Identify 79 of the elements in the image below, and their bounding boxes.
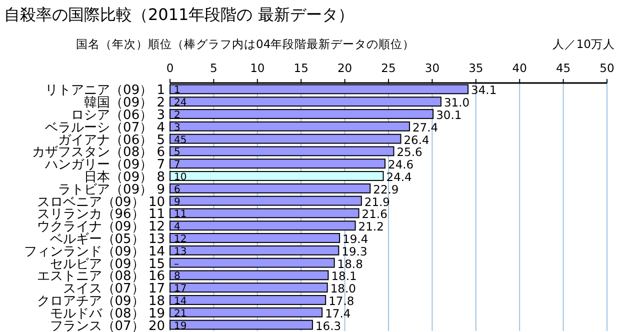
bar: [170, 295, 326, 305]
bar: [170, 109, 434, 119]
annotation: 9: [174, 196, 180, 208]
x-tick-label: 20: [337, 61, 352, 75]
x-tick-label: 10: [250, 61, 265, 75]
bar: [170, 270, 329, 280]
annotation: 6: [174, 184, 180, 196]
data-label: 18.8: [337, 256, 363, 271]
y-tick-label: ロシア（06） 3: [71, 108, 165, 123]
data-label: 22.9: [373, 182, 399, 196]
x-tick-label: 0: [166, 61, 174, 75]
data-label: 21.9: [364, 194, 390, 209]
data-label: 21.2: [358, 220, 384, 234]
y-axis-title: 国名（年次）順位（棒グラフ内は04年段階最新データの順位）: [76, 37, 415, 51]
y-tick-label: ベラルーシ（07） 4: [45, 120, 165, 136]
y-tick-label: モルドバ（08） 19: [50, 306, 165, 322]
data-label: 24.6: [388, 158, 414, 172]
data-label: 27.4: [412, 120, 438, 134]
annotation: 45: [174, 134, 187, 146]
bar: [170, 146, 394, 156]
bar: [170, 134, 402, 144]
x-tick-label: 45: [556, 61, 571, 75]
bar: [170, 307, 323, 318]
chart-title: 自殺率の国際比較（2011年段階の 最新データ）: [4, 5, 354, 24]
data-label: 19.3: [342, 244, 368, 258]
data-label: 18.0: [330, 282, 356, 296]
annotation: 13: [174, 246, 187, 258]
y-tick-label: ラトビア（09） 9: [58, 182, 165, 198]
annotation: 12: [174, 234, 187, 245]
annotation: 10: [174, 172, 187, 183]
bar: [170, 320, 313, 330]
bar: [170, 171, 384, 181]
bar: [170, 96, 442, 107]
bar: [170, 282, 328, 293]
data-label: 26.4: [404, 132, 430, 147]
bar: [170, 196, 362, 206]
bar: [170, 158, 386, 169]
annotation: 11: [174, 209, 187, 220]
x-tick-label: 25: [381, 61, 396, 75]
y-tick-label: クロアチア（09） 18: [36, 294, 165, 309]
annotation: 19: [174, 320, 187, 332]
y-tick-label: フランス（07） 20: [50, 318, 165, 332]
annotation: 4: [174, 222, 180, 233]
x-tick-label: 50: [600, 61, 614, 75]
data-label: 17.4: [325, 306, 351, 320]
data-label: 30.1: [436, 108, 462, 122]
annotation: 2: [174, 110, 180, 121]
data-label: 34.1: [471, 83, 497, 98]
x-tick-label: 30: [424, 61, 440, 75]
x-tick-label: 5: [210, 61, 218, 75]
bar: [170, 208, 360, 218]
x-tick-label: 15: [294, 61, 308, 75]
bar: [170, 233, 340, 243]
annotation: 24: [174, 98, 187, 109]
annotation: 3: [174, 122, 180, 134]
bar: [170, 121, 410, 132]
bar: [170, 245, 340, 256]
annotation: –: [174, 258, 179, 270]
annotation: 14: [174, 296, 187, 307]
data-label: 24.4: [386, 170, 412, 184]
data-label: 16.3: [315, 318, 342, 332]
data-label: 31.0: [444, 96, 470, 110]
data-label: 19.4: [342, 232, 368, 246]
data-label: 21.6: [362, 207, 388, 222]
data-label: 18.1: [331, 269, 357, 284]
annotation: 21: [174, 308, 187, 320]
bar: [170, 258, 335, 268]
bar: [170, 220, 356, 231]
x-tick-label: 40: [512, 61, 527, 75]
y-tick-label: エストニア（08） 16: [36, 269, 165, 284]
bar: [170, 183, 371, 194]
y-tick-label: ベルギー（05） 13: [50, 232, 165, 247]
x-axis-title: 人／10万人: [552, 37, 615, 51]
data-label: 25.6: [396, 145, 422, 160]
x-tick-label: 35: [468, 61, 484, 75]
annotation: 1: [174, 85, 180, 96]
annotation: 7: [174, 160, 180, 171]
annotation: 17: [174, 284, 187, 295]
data-label: 17.8: [328, 294, 354, 308]
